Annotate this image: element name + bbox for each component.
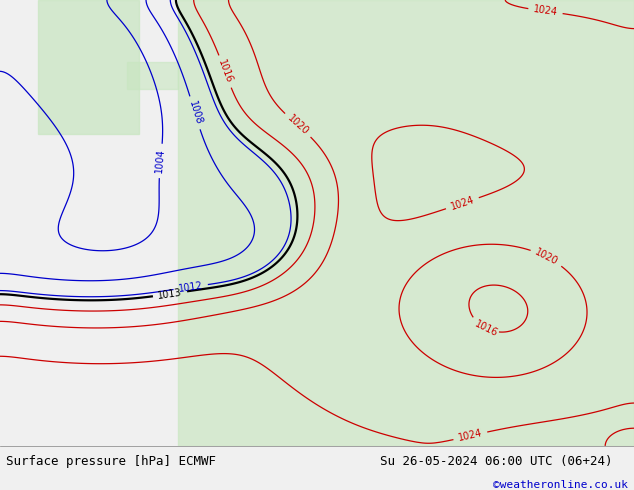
Text: 1024: 1024 <box>533 4 559 18</box>
Bar <box>38 0 139 134</box>
Text: 1016: 1016 <box>216 58 234 85</box>
Text: 1013: 1013 <box>157 287 183 300</box>
Text: 1024: 1024 <box>457 428 484 443</box>
Text: 1016: 1016 <box>473 318 500 338</box>
Text: 1008: 1008 <box>186 99 204 126</box>
Text: 1020: 1020 <box>533 247 560 267</box>
Text: Su 26-05-2024 06:00 UTC (06+24): Su 26-05-2024 06:00 UTC (06+24) <box>380 455 613 468</box>
Text: 1024: 1024 <box>449 195 476 212</box>
Bar <box>127 62 178 89</box>
Text: ©weatheronline.co.uk: ©weatheronline.co.uk <box>493 480 628 490</box>
Bar <box>178 0 634 446</box>
Text: 1004: 1004 <box>155 148 167 173</box>
Text: 1012: 1012 <box>178 280 204 294</box>
Text: 1020: 1020 <box>285 113 311 137</box>
Text: Surface pressure [hPa] ECMWF: Surface pressure [hPa] ECMWF <box>6 455 216 468</box>
